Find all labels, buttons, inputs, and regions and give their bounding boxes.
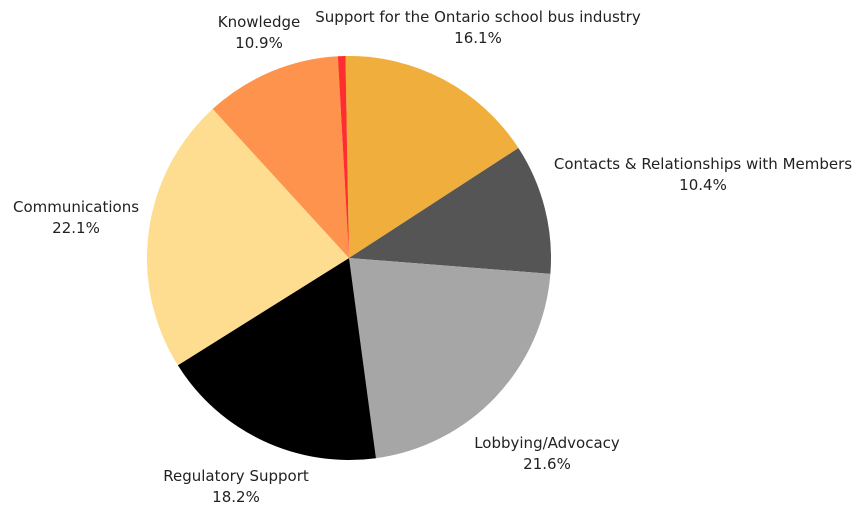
slice-label-3: Regulatory Support bbox=[163, 467, 309, 485]
slice-label-1: Contacts & Relationships with Members bbox=[554, 155, 852, 173]
slice-value-4: 22.1% bbox=[52, 219, 100, 237]
pie-slice-6 bbox=[337, 56, 349, 258]
slice-label-2: Lobbying/Advocacy bbox=[474, 434, 620, 452]
slice-value-3: 18.2% bbox=[212, 488, 260, 506]
slice-value-0: 16.1% bbox=[454, 29, 502, 47]
slice-value-1: 10.4% bbox=[679, 176, 727, 194]
slice-label-0: Support for the Ontario school bus indus… bbox=[315, 8, 641, 26]
slice-label-5: Knowledge bbox=[218, 13, 300, 31]
pie-labels: Support for the Ontario school bus indus… bbox=[13, 8, 852, 506]
pie-slice-4 bbox=[146, 108, 349, 366]
slice-label-4: Communications bbox=[13, 198, 139, 216]
pie-slice-3 bbox=[177, 258, 376, 460]
pie-slices bbox=[146, 55, 552, 460]
slice-value-5: 10.9% bbox=[235, 34, 283, 52]
pie-slice-1 bbox=[349, 148, 552, 274]
pie-slice-0 bbox=[345, 55, 519, 259]
pie-slice-5 bbox=[212, 56, 349, 259]
pie-slice-2 bbox=[349, 258, 551, 459]
slice-value-2: 21.6% bbox=[523, 455, 571, 473]
